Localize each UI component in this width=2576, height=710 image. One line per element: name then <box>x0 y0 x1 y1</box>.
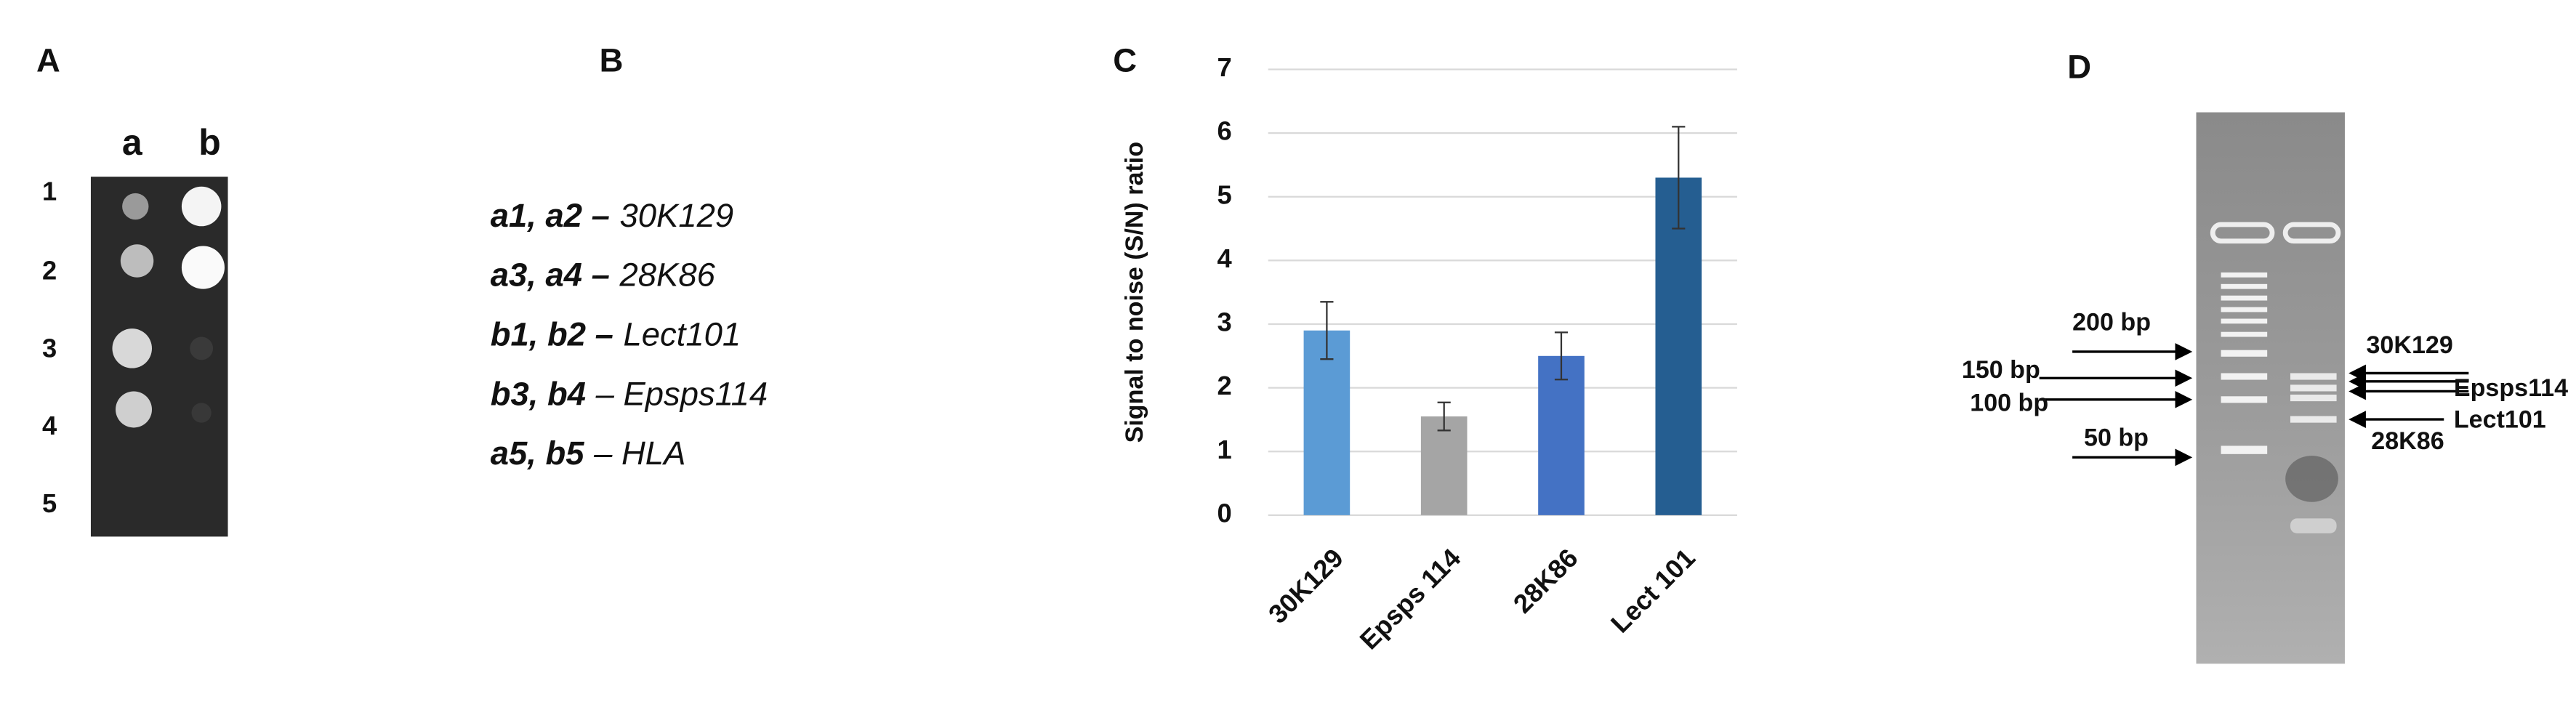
y-axis-label: Signal to noise (S/N) ratio <box>1121 142 1148 443</box>
y-tick-label: 1 <box>1217 435 1232 464</box>
item-name: 28K86 <box>619 257 716 294</box>
legend-item: b1, b2 – Lect101 <box>491 316 741 353</box>
spot <box>112 328 153 368</box>
item-key: a1, a2 – <box>491 197 610 234</box>
x-tick-label: 28K86 <box>1508 543 1584 619</box>
row-label: 5 <box>42 488 57 518</box>
ladder-label: 50 bp <box>2084 424 2149 451</box>
legend-item: a3, a4 –28K86 <box>491 257 716 294</box>
item-name: Lect101 <box>623 316 741 353</box>
bar <box>1538 355 1585 515</box>
panel-label: D <box>2067 48 2091 85</box>
legend-item: b3, b4– Epsps114 <box>491 375 768 412</box>
band-label: 28K86 <box>2371 427 2444 455</box>
spot <box>122 193 149 220</box>
panel-label: B <box>600 41 624 78</box>
ladder-label: 100 bp <box>1970 390 2048 417</box>
x-tick-label: Lect 101 <box>1605 543 1701 639</box>
x-tick-label: 30K129 <box>1263 543 1349 629</box>
legend-item: a5, b5– HLA <box>491 435 686 472</box>
bar <box>1420 416 1468 515</box>
y-tick-label: 7 <box>1217 52 1232 82</box>
x-tick-label: Epsps 114 <box>1354 542 1467 655</box>
y-tick-label: 6 <box>1217 116 1232 146</box>
spot <box>116 391 153 428</box>
spot <box>191 403 212 423</box>
well <box>2282 222 2341 244</box>
ladder-bands <box>2221 272 2268 454</box>
column-label: b <box>198 122 221 163</box>
spot <box>120 244 154 278</box>
item-name: 30K129 <box>620 197 734 234</box>
item-name: – Epsps114 <box>595 375 768 412</box>
panel-label: C <box>1113 41 1137 78</box>
row-label: 3 <box>42 333 57 363</box>
row-label: 2 <box>42 256 57 286</box>
bar <box>1303 330 1351 515</box>
band-label: Lect101 <box>2454 406 2546 433</box>
y-tick-label: 2 <box>1217 371 1232 400</box>
band-label: 30K129 <box>2366 331 2452 359</box>
row-label: 4 <box>42 411 57 440</box>
arrows <box>2039 343 2469 467</box>
band-label: Epsps114 <box>2454 374 2568 402</box>
spot <box>181 246 225 289</box>
y-tick-label: 3 <box>1217 307 1232 337</box>
item-key: a5, b5 <box>491 435 585 472</box>
spot <box>190 336 214 360</box>
y-tick-label: 0 <box>1217 498 1232 528</box>
gel <box>2196 112 2345 664</box>
well <box>2210 222 2275 244</box>
smear <box>2285 456 2338 502</box>
bar <box>1655 177 1702 515</box>
y-tick-label: 4 <box>1217 243 1233 273</box>
ladder-label: 200 bp <box>2072 308 2151 336</box>
row-label: 1 <box>42 176 57 206</box>
legend-item: a1, a2 – 30K129 <box>491 197 733 234</box>
item-name: – HLA <box>593 435 685 472</box>
spot <box>181 186 222 227</box>
item-key: b1, b2 – <box>491 316 613 353</box>
item-key: a3, a4 – <box>491 257 610 294</box>
column-label: a <box>122 122 143 163</box>
y-tick-label: 5 <box>1217 179 1232 209</box>
item-key: b3, b4 <box>491 375 586 412</box>
sample-bands <box>2290 373 2337 533</box>
dot-blot <box>90 177 228 537</box>
ladder-label: 150 bp <box>1962 356 2040 384</box>
panel-label: A <box>36 41 60 78</box>
